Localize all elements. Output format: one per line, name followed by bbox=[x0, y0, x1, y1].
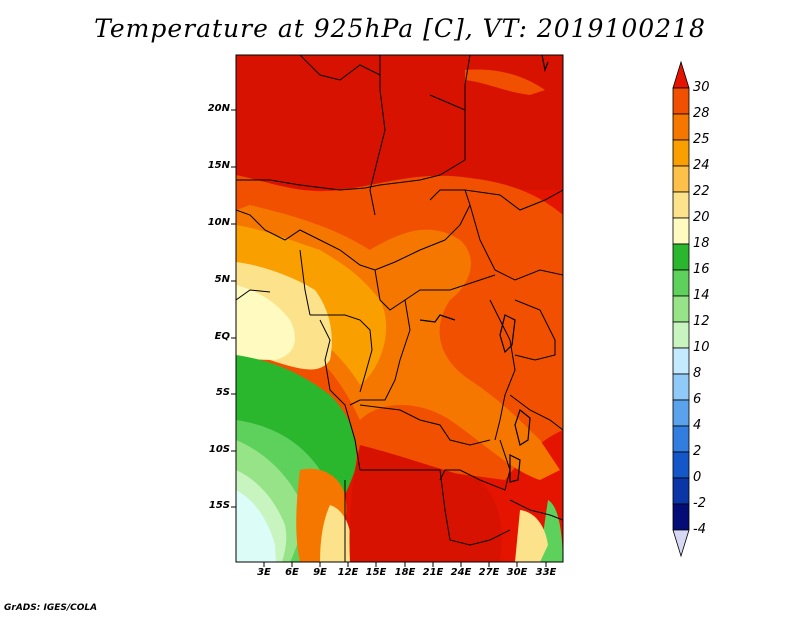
colorbar-box bbox=[672, 113, 690, 141]
lat-label-5s: 5S bbox=[215, 387, 230, 398]
colorbar-label: 25 bbox=[693, 132, 710, 147]
lon-label-6e: 6E bbox=[285, 567, 299, 578]
colorbar-label: 24 bbox=[693, 158, 710, 173]
country-borders bbox=[236, 55, 563, 562]
colorbar-box bbox=[672, 503, 690, 531]
colorbar-label: 20 bbox=[693, 210, 710, 225]
lat-label-20n: 20N bbox=[207, 103, 230, 114]
colorbar-box bbox=[672, 139, 690, 167]
colorbar-box bbox=[672, 165, 690, 193]
lat-label-5n: 5N bbox=[214, 274, 230, 285]
lon-label-21e: 21E bbox=[422, 567, 444, 578]
colorbar-bottom-triangle bbox=[672, 529, 690, 558]
map-title: Temperature at 925hPa [C], VT: 201910021… bbox=[94, 14, 706, 43]
colorbar-box bbox=[672, 217, 690, 245]
lon-label-3e: 3E bbox=[257, 567, 271, 578]
colorbar-box bbox=[672, 373, 690, 401]
colorbar-label: 0 bbox=[693, 470, 702, 485]
colorbar-box bbox=[672, 347, 690, 375]
lon-label-15e: 15E bbox=[365, 567, 387, 578]
colorbar-box bbox=[672, 451, 690, 479]
field-kalahari bbox=[349, 445, 502, 562]
colorbar-label: 14 bbox=[693, 288, 710, 303]
colorbar-label: 28 bbox=[693, 106, 710, 121]
lon-ticks bbox=[263, 562, 547, 567]
colorbar-box bbox=[672, 425, 690, 453]
field-coast-yellow bbox=[320, 505, 352, 562]
colorbar bbox=[672, 60, 690, 558]
field-se-yellow bbox=[515, 510, 548, 562]
grads-credit: GrADS: IGES/COLA bbox=[4, 603, 98, 613]
field-ne bbox=[465, 69, 545, 95]
lat-label-15n: 15N bbox=[207, 160, 230, 171]
lon-label-18e: 18E bbox=[394, 567, 416, 578]
lat-ticks bbox=[231, 109, 236, 508]
lon-label-12e: 12E bbox=[337, 567, 359, 578]
lakes bbox=[419, 55, 549, 483]
colorbar-box bbox=[672, 295, 690, 323]
lat-label-10s: 10S bbox=[208, 444, 230, 455]
colorbar-label: 30 bbox=[693, 80, 710, 95]
colorbar-label: 4 bbox=[693, 418, 702, 433]
lon-label-27e: 27E bbox=[478, 567, 500, 578]
lon-label-33e: 33E bbox=[535, 567, 557, 578]
colorbar-box bbox=[672, 269, 690, 297]
lon-label-30e: 30E bbox=[506, 567, 528, 578]
colorbar-box bbox=[672, 243, 690, 271]
field-cyanwhite bbox=[236, 490, 276, 562]
colorbar-label: 2 bbox=[693, 444, 702, 459]
colorbar-label: 10 bbox=[693, 340, 710, 355]
colorbar-box bbox=[672, 399, 690, 427]
colorbar-label: 16 bbox=[693, 262, 710, 277]
colorbar-label: 8 bbox=[693, 366, 702, 381]
colorbar-label: 6 bbox=[693, 392, 702, 407]
lat-label-15s: 15S bbox=[208, 500, 230, 511]
colorbar-label: -2 bbox=[693, 496, 706, 511]
colorbar-top-triangle bbox=[672, 60, 690, 89]
lon-label-24e: 24E bbox=[450, 567, 472, 578]
colorbar-label: 22 bbox=[693, 184, 710, 199]
lat-label-10n: 10N bbox=[207, 217, 230, 228]
colorbar-box bbox=[672, 477, 690, 505]
lon-label-9e: 9E bbox=[313, 567, 327, 578]
field-paleyellow bbox=[236, 285, 295, 360]
colorbar-label: 12 bbox=[693, 314, 710, 329]
lat-label-eq: EQ bbox=[214, 331, 230, 342]
colorbar-box bbox=[672, 321, 690, 349]
colorbar-label: -4 bbox=[693, 522, 706, 537]
colorbar-label: 18 bbox=[693, 236, 710, 251]
colorbar-box bbox=[672, 191, 690, 219]
temperature-map bbox=[236, 55, 563, 562]
colorbar-box bbox=[672, 87, 690, 115]
map-frame bbox=[235, 54, 564, 563]
